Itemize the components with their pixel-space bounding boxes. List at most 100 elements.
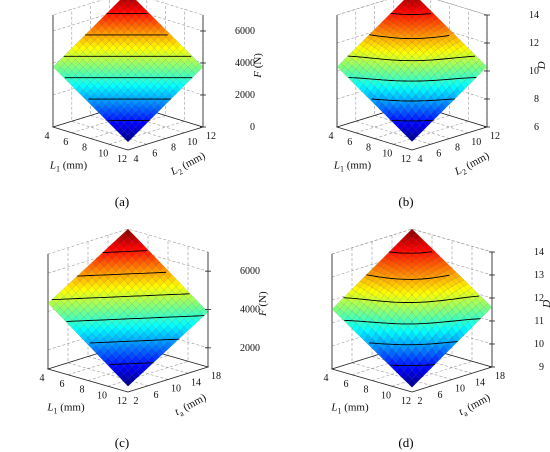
contour-line — [389, 251, 433, 254]
y-tick-label: 4 — [418, 154, 423, 165]
y-axis-label: ta (mm) — [457, 391, 494, 419]
z-axis: 2000 4000 6000 F (N) — [205, 266, 269, 354]
panel-b: 6 8 10 12 14 D 4 6 8 10 12 L1 (mm) 4 6 8 10 12 L2 (mm) — [329, 0, 548, 181]
surface-patch — [408, 0, 417, 7]
contour-line — [390, 364, 435, 367]
y-tick-label: 6 — [154, 390, 159, 401]
surface-patch — [128, 0, 136, 4]
x-tick-label: 6 — [63, 137, 68, 148]
surface-patch — [404, 0, 412, 3]
surface-patch — [400, 0, 409, 7]
contour-line — [344, 318, 481, 325]
contour-line — [348, 77, 477, 82]
z-axis-label: F (N) — [257, 291, 269, 317]
z-tick-label: 2000 — [235, 90, 255, 101]
y-tick-label: 6 — [436, 148, 441, 159]
x-tick-label: 10 — [97, 390, 107, 401]
contour-line — [89, 338, 179, 344]
z-tick-label: 14 — [534, 247, 544, 258]
z-axis-label: D — [536, 61, 548, 70]
z-tick-label: 10 — [534, 339, 544, 350]
y-tick-label: 10 — [471, 137, 481, 148]
contour-lines — [343, 251, 481, 367]
x-axis: 4 6 8 10 12 L1 (mm) — [324, 373, 412, 416]
z-tick-label: 6000 — [240, 266, 260, 277]
x-tick-label: 12 — [117, 154, 127, 165]
z-tick-label: 0 — [250, 122, 255, 133]
x-axis-label: L1 (mm) — [330, 402, 369, 416]
x-tick-label: 10 — [381, 390, 391, 401]
z-tick-label: 13 — [534, 270, 544, 281]
y-tick-label: 12 — [206, 131, 216, 142]
contour-line — [366, 274, 450, 280]
y-tick-label: 6 — [152, 148, 157, 159]
surface-patch — [412, 0, 420, 3]
z-tick-label: 9 — [539, 362, 544, 373]
y-tick-label: 6 — [438, 390, 443, 401]
z-axis-label: F (N) — [252, 53, 264, 79]
panel-a: 0 2000 4000 6000 F (N) 4 6 8 10 12 L1 (mm) 4 6 8 10 12 L… — [45, 0, 264, 181]
surface-patch — [407, 228, 417, 237]
x-tick-label: 4 — [329, 131, 334, 142]
y-tick-label: 2 — [418, 396, 423, 407]
x-tick-label: 4 — [324, 373, 329, 384]
response-surface — [331, 228, 493, 388]
x-tick-label: 10 — [98, 148, 108, 159]
y-tick-label: 10 — [187, 137, 197, 148]
z-tick-label: 6 — [534, 122, 539, 133]
surface-patch — [120, 0, 128, 4]
contour-lines — [63, 12, 193, 122]
surface-patch — [116, 0, 125, 8]
contour-line — [391, 119, 434, 122]
panel-c: 2000 4000 6000 F (N) 4 6 8 10 12 L1 (mm) 2 6 10 14 18t… — [40, 228, 269, 419]
x-tick-label: 12 — [401, 396, 411, 407]
x-tick-label: 8 — [364, 385, 369, 396]
contour-line — [343, 295, 480, 303]
contour-line — [368, 341, 458, 346]
z-tick-label: 14 — [529, 10, 539, 21]
y-tick-label: 10 — [455, 384, 465, 395]
z-tick-label: 2000 — [240, 343, 260, 354]
x-tick-label: 6 — [344, 379, 349, 390]
z-axis: 0 2000 4000 6000 F (N) — [200, 26, 264, 133]
y-tick-label: 12 — [490, 131, 500, 142]
contour-line — [369, 34, 450, 40]
x-axis: 4 6 8 10 12 L1 (mm) — [40, 373, 128, 416]
y-axis: 4 6 8 10 12 L2 (mm) — [134, 131, 217, 181]
y-tick-label: 4 — [134, 154, 139, 165]
surface-patch — [123, 228, 133, 238]
contour-line — [347, 55, 476, 62]
y-axis: 4 6 8 10 12 L2 (mm) — [418, 131, 501, 181]
surface-patch — [415, 0, 424, 7]
y-axis-label: ta (mm) — [173, 391, 210, 419]
surface-patch — [124, 0, 133, 8]
z-tick-label: 11 — [534, 316, 544, 327]
x-tick-label: 6 — [60, 379, 65, 390]
panel-label: (d) — [398, 435, 413, 450]
y-axis-label: L2 (mm) — [452, 150, 493, 181]
contour-line — [77, 271, 167, 277]
panel-label: (a) — [115, 194, 129, 209]
y-tick-label: 14 — [191, 377, 201, 388]
x-tick-label: 4 — [45, 131, 50, 142]
z-tick-label: 6000 — [235, 26, 255, 37]
z-axis-label: D — [541, 300, 550, 309]
x-tick-label: 8 — [366, 143, 371, 154]
x-tick-label: 10 — [382, 148, 392, 159]
z-tick-label: 10 — [529, 66, 539, 77]
x-axis-label: L1 (mm) — [46, 402, 85, 416]
contour-lines — [51, 250, 205, 366]
x-tick-label: 6 — [347, 137, 352, 148]
z-tick-label: 12 — [529, 38, 539, 49]
x-axis: 4 6 8 10 12 L1 (mm) — [329, 131, 412, 174]
z-axis: 6 8 10 12 14 D — [484, 10, 548, 133]
contour-line — [51, 293, 190, 301]
y-axis-label: L2 (mm) — [168, 150, 209, 181]
y-tick-label: 8 — [171, 143, 176, 154]
contour-line — [66, 315, 205, 322]
x-tick-label: 12 — [117, 396, 127, 407]
